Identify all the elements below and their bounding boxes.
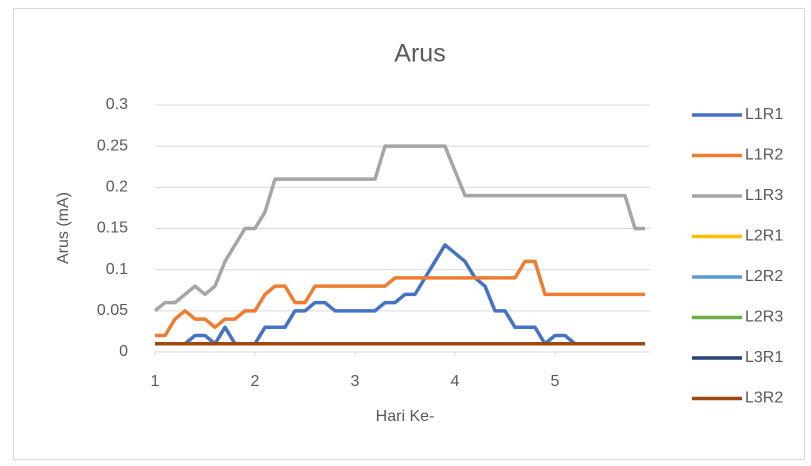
y-tick-label: 0.3 [106, 96, 128, 113]
legend-label: L3R2 [745, 390, 783, 407]
x-tick-label: 5 [551, 373, 560, 390]
x-tick-label: 1 [151, 373, 160, 390]
y-tick-label: 0.05 [97, 302, 128, 319]
legend-label: L1R1 [745, 106, 783, 123]
x-axis-label: Hari Ke- [376, 408, 435, 425]
y-tick-label: 0 [119, 343, 128, 360]
legend-label: L3R1 [745, 349, 783, 366]
x-tick-label: 4 [451, 373, 460, 390]
legend-label: L1R2 [745, 147, 783, 164]
y-tick-label: 0.1 [106, 261, 128, 278]
series-line [153, 144, 645, 313]
legend-label: L2R3 [745, 309, 783, 326]
chart-border [13, 8, 805, 460]
x-tick-label: 3 [351, 373, 360, 390]
legend-label: L1R3 [745, 187, 783, 204]
y-tick-label: 0.2 [106, 179, 128, 196]
y-tick-label: 0.15 [97, 220, 128, 237]
legend-label: L2R2 [745, 268, 783, 285]
y-tick-label: 0.25 [97, 137, 128, 154]
chart-title: Arus [394, 40, 445, 68]
series-line [155, 259, 645, 338]
x-tick-label: 2 [251, 373, 260, 390]
y-axis-label: Arus (mA) [55, 192, 72, 264]
legend-label: L2R1 [745, 228, 783, 245]
